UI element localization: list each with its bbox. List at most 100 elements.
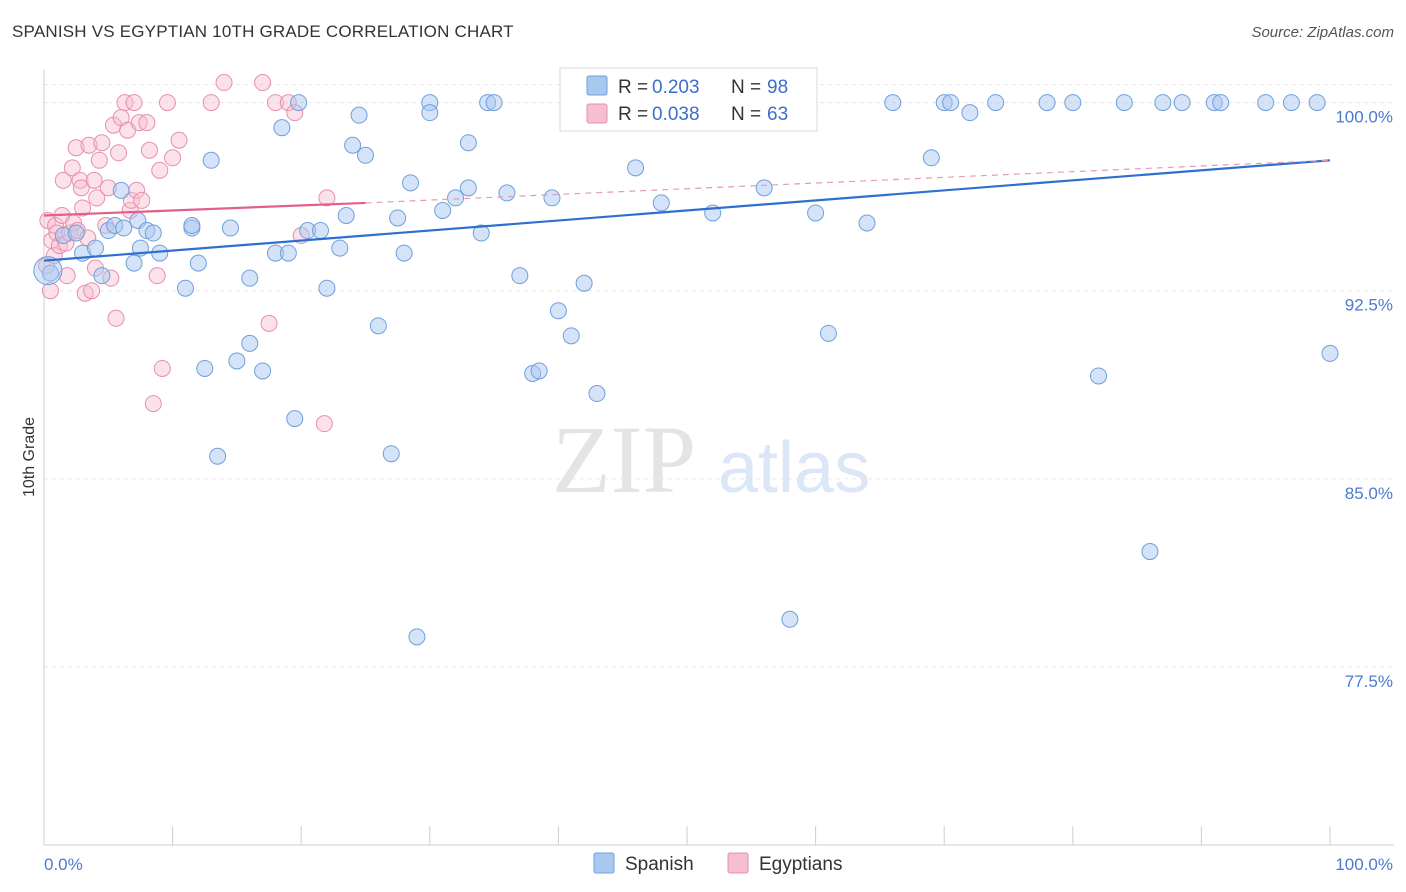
spanish-point	[115, 219, 133, 237]
egyptians-point	[148, 267, 166, 285]
egyptians-point	[215, 74, 233, 92]
y-tick-label: 92.5%	[1345, 296, 1393, 315]
spanish-point	[369, 317, 387, 335]
legend-n-value-spanish: 98	[767, 77, 788, 98]
spanish-point	[1257, 94, 1275, 112]
x-tick-label-start: 0.0%	[44, 855, 83, 874]
spanish-point	[279, 244, 297, 262]
spanish-point	[858, 214, 876, 232]
egyptians-point	[41, 282, 59, 300]
y-axis-title: 10th Grade	[21, 417, 38, 497]
spanish-point	[183, 217, 201, 235]
egyptians-point	[254, 74, 272, 92]
egyptians-point	[107, 309, 125, 327]
spanish-point	[1154, 94, 1172, 112]
spanish-point	[395, 244, 413, 262]
egyptians-point	[260, 314, 278, 332]
spanish-point	[652, 194, 670, 212]
series-legend: Spanish Egyptians	[593, 852, 842, 875]
spanish-point	[511, 267, 529, 285]
y-tick-label: 85.0%	[1345, 484, 1393, 503]
spanish-point	[627, 159, 645, 177]
watermark-zip: ZIP	[552, 406, 696, 513]
spanish-point	[1064, 94, 1082, 112]
bottom-legend-swatch-spanish	[593, 852, 615, 874]
spanish-point	[228, 352, 246, 370]
spanish-point	[196, 359, 214, 377]
spanish-point	[575, 274, 593, 292]
spanish-point	[1141, 543, 1159, 561]
spanish-point	[241, 269, 259, 287]
egyptians-point	[88, 189, 106, 207]
spanish-point	[922, 149, 940, 167]
legend-r-label-egyptians: R =	[618, 104, 648, 125]
spanish-point	[331, 239, 349, 257]
spanish-point	[273, 119, 291, 137]
egyptians-trend-line	[43, 201, 366, 217]
legend-n-label-spanish: N =	[731, 77, 761, 98]
egyptians-point	[63, 159, 81, 177]
spanish-point	[961, 104, 979, 122]
spanish-point	[421, 104, 439, 122]
legend-r-value-spanish: 0.203	[652, 77, 700, 98]
spanish-point	[144, 224, 162, 242]
spanish-trend-line	[43, 159, 1331, 262]
egyptians-point	[315, 415, 333, 433]
spanish-point	[1173, 94, 1191, 112]
stats-legend: R = 0.203 N = 98 R = 0.038 N = 63	[559, 67, 818, 132]
spanish-point	[781, 610, 799, 628]
egyptians-point	[90, 151, 108, 169]
egyptians-trend-extension	[365, 159, 1331, 204]
spanish-point	[1321, 344, 1339, 362]
x-tick-marks	[43, 826, 1331, 845]
y-tick-label: 100.0%	[1335, 108, 1393, 127]
egyptians-point	[74, 199, 92, 217]
egyptians-point	[85, 171, 103, 189]
legend-n-label-egyptians: N =	[731, 104, 761, 125]
spanish-point	[202, 151, 220, 169]
spanish-point	[112, 181, 130, 199]
spanish-point	[221, 219, 239, 237]
spanish-point	[176, 279, 194, 297]
source-label: Source: ZipAtlas.com	[1251, 24, 1394, 41]
egyptians-point	[122, 191, 140, 209]
spanish-point	[987, 94, 1005, 112]
spanish-point	[459, 179, 477, 197]
spanish-point	[549, 302, 567, 320]
egyptians-point	[318, 189, 336, 207]
egyptians-point	[202, 94, 220, 112]
spanish-point	[344, 136, 362, 154]
egyptians-point	[164, 149, 182, 167]
legend-swatch-spanish	[586, 75, 608, 96]
spanish-point	[241, 334, 259, 352]
spanish-point	[357, 146, 374, 164]
spanish-point	[1282, 94, 1300, 112]
spanish-point	[389, 209, 407, 227]
egyptians-point	[138, 114, 156, 132]
spanish-point	[33, 256, 63, 286]
spanish-point	[755, 179, 773, 197]
y-tick-label: 77.5%	[1345, 672, 1393, 691]
legend-r-label-spanish: R =	[618, 77, 648, 98]
spanish-point	[819, 324, 837, 342]
spanish-point	[1308, 94, 1326, 112]
spanish-point	[1212, 94, 1230, 112]
spanish-point	[189, 254, 207, 272]
watermark-atlas: atlas	[718, 428, 870, 508]
spanish-point	[447, 189, 465, 207]
legend-r-value-egyptians: 0.038	[652, 104, 700, 125]
egyptians-point	[72, 179, 90, 197]
spanish-point	[807, 204, 825, 222]
spanish-point	[93, 267, 111, 285]
spanish-point	[434, 201, 452, 219]
spanish-point	[254, 362, 272, 380]
spanish-point	[1038, 94, 1056, 112]
egyptians-point	[170, 131, 188, 149]
egyptians-point	[144, 395, 162, 413]
egyptians-point	[133, 191, 151, 209]
x-tick-label-end: 100.0%	[1335, 855, 1393, 874]
spanish-point	[125, 254, 143, 272]
egyptians-point	[266, 94, 284, 112]
spanish-point	[530, 362, 548, 380]
